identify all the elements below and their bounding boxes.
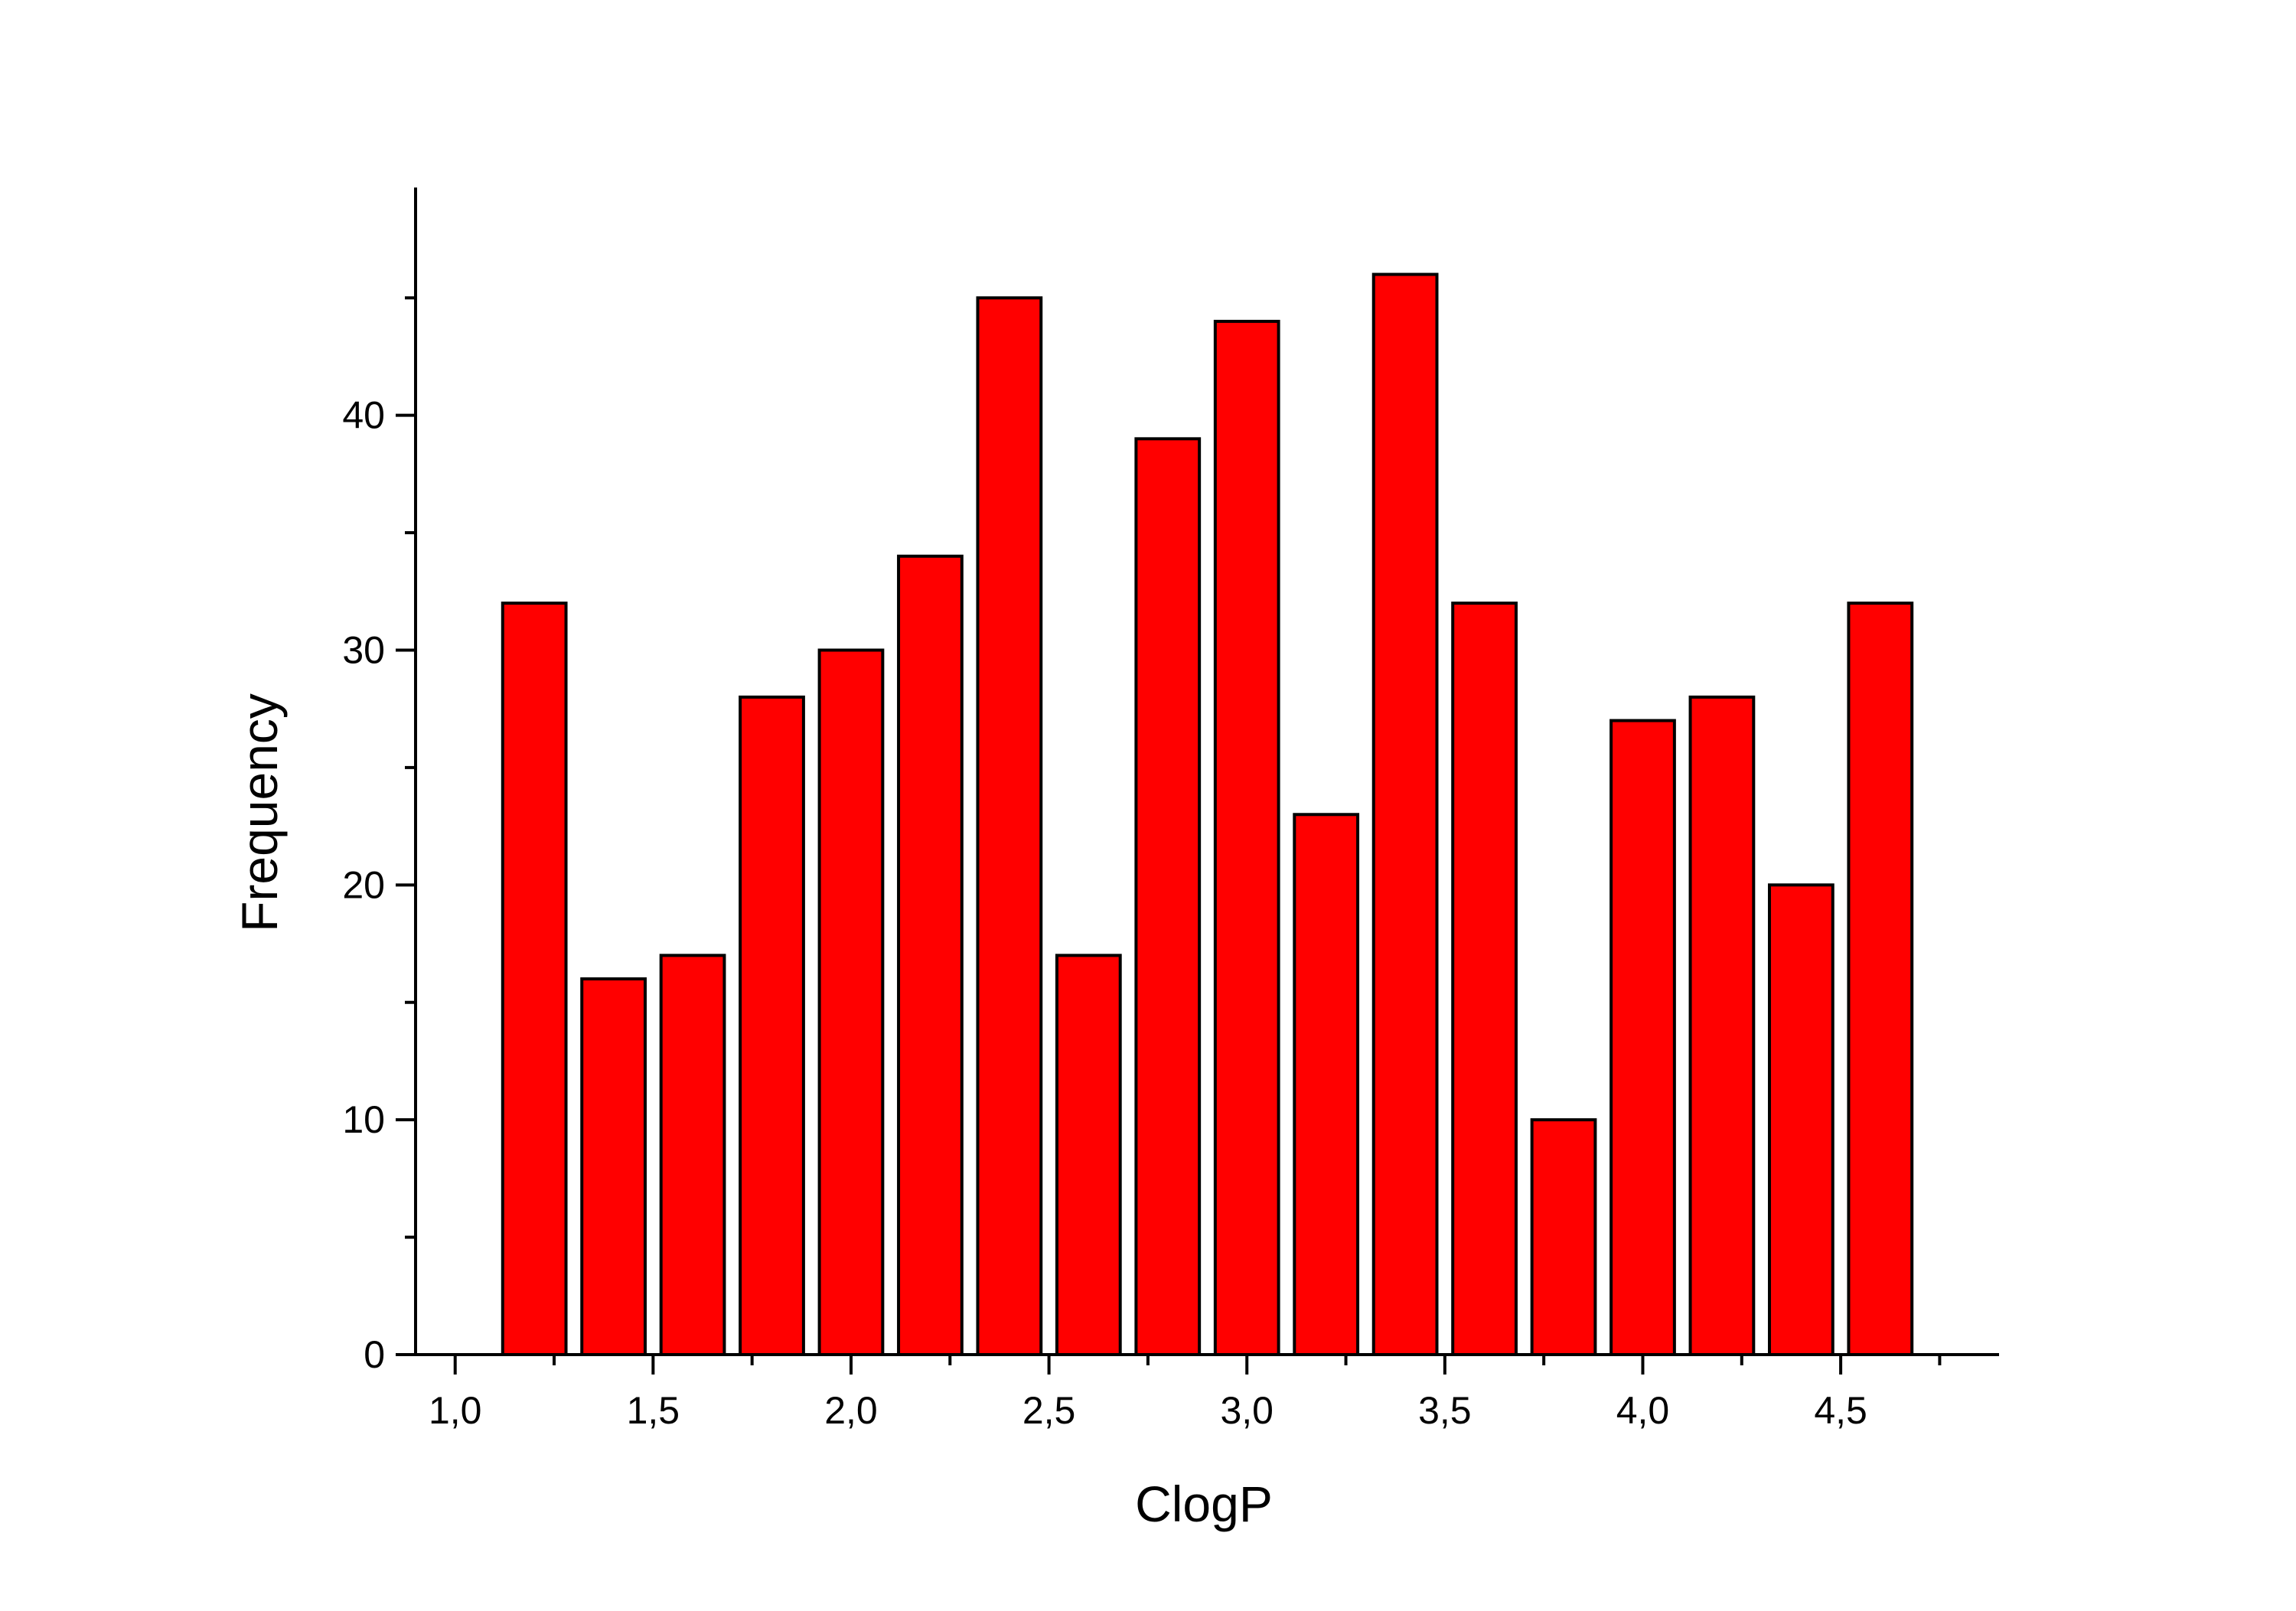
y-tick-label: 20 xyxy=(342,863,385,906)
labels-layer: 1,0 1,5 2,0 2,5 3,0 3,5 4,0 4,5 0 10 20 30 40 xyxy=(342,394,1867,1432)
x-tick-label: 3,0 xyxy=(1220,1389,1274,1432)
bars-layer xyxy=(501,272,1914,1357)
x-tick-label: 3,5 xyxy=(1418,1389,1472,1432)
y-tick-label: 0 xyxy=(364,1333,385,1376)
histogram-bar xyxy=(1451,602,1518,1356)
histogram-bar xyxy=(1847,602,1914,1356)
histogram-bar xyxy=(1134,437,1202,1357)
histogram-bar xyxy=(1688,695,1756,1356)
histogram-bar xyxy=(580,977,647,1357)
histogram-bar xyxy=(897,554,964,1356)
histogram-bar xyxy=(1213,319,1280,1356)
x-tick-label: 4,5 xyxy=(1814,1389,1867,1432)
histogram-bar xyxy=(817,648,885,1356)
y-axis-title: Frequency xyxy=(231,693,288,932)
histogram-bar xyxy=(1530,1118,1597,1357)
histogram-bar xyxy=(501,602,568,1356)
axes-layer xyxy=(396,188,1999,1375)
histogram-bar xyxy=(739,695,805,1356)
x-axis-title: ClogP xyxy=(1135,1476,1273,1532)
histogram-bar xyxy=(976,296,1043,1357)
x-tick-label: 4,0 xyxy=(1616,1389,1670,1432)
x-tick-label: 2,5 xyxy=(1022,1389,1076,1432)
x-tick-label: 1,5 xyxy=(627,1389,680,1432)
x-tick-label: 2,0 xyxy=(824,1389,878,1432)
histogram-bar xyxy=(1609,719,1676,1356)
y-tick-label: 40 xyxy=(342,394,385,437)
histogram-bar xyxy=(1055,954,1122,1356)
histogram-bar xyxy=(1371,272,1439,1356)
y-tick-label: 30 xyxy=(342,628,385,671)
y-tick-label: 10 xyxy=(342,1098,385,1141)
x-tick-label: 1,0 xyxy=(429,1389,482,1432)
histogram-bar xyxy=(1767,883,1835,1356)
histogram-bar xyxy=(1293,813,1360,1356)
histogram-bar xyxy=(659,954,726,1356)
